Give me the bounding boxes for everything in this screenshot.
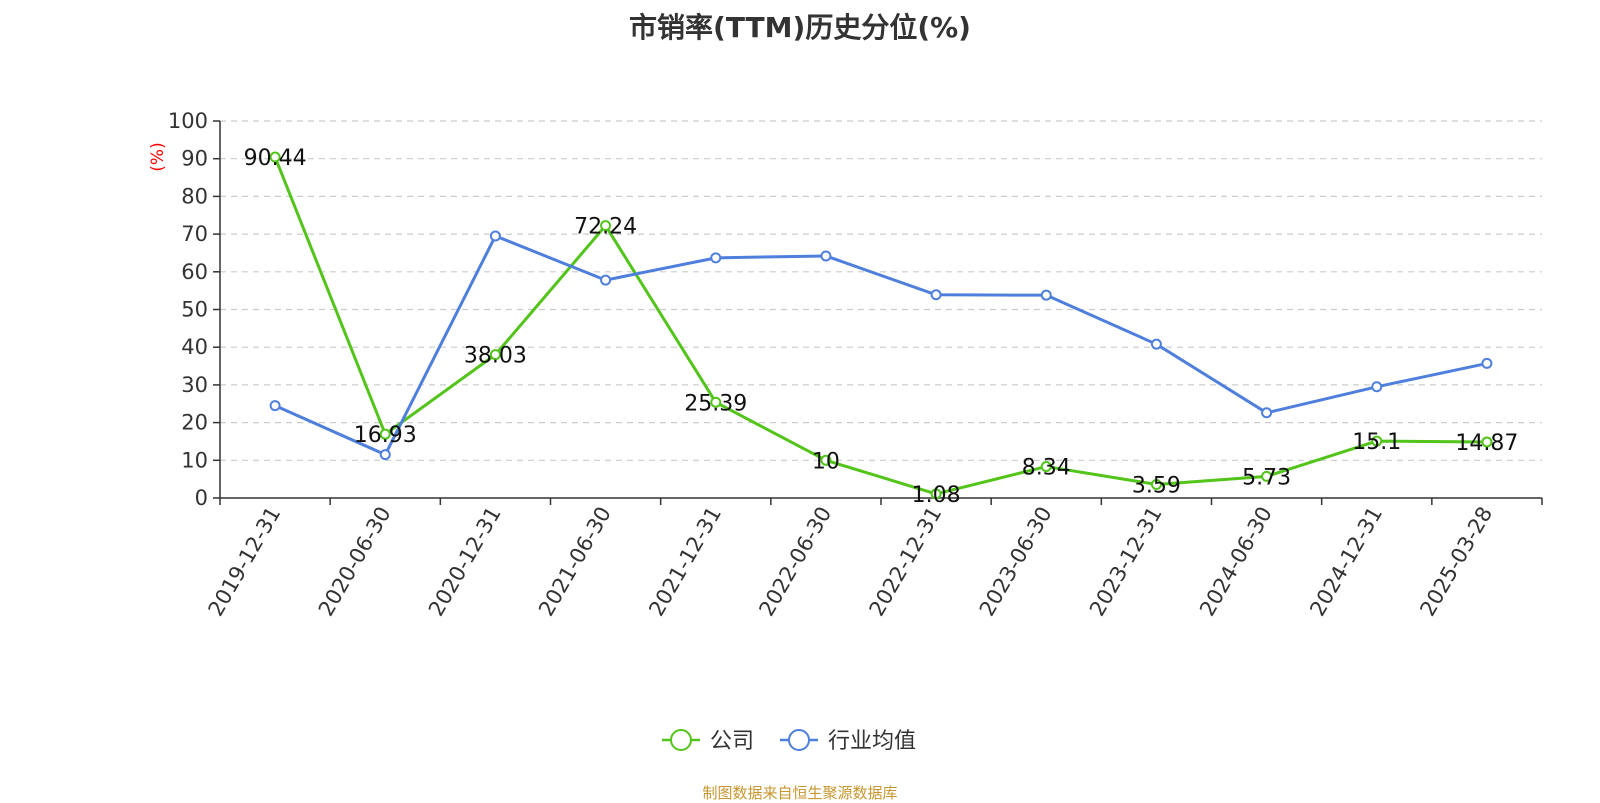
data-point (489, 230, 501, 242)
data-point (1150, 478, 1162, 490)
data-point (1481, 436, 1493, 448)
series-line-0 (273, 156, 1487, 496)
data-point (379, 449, 391, 461)
data-point (600, 220, 612, 232)
data-point (269, 151, 281, 163)
legend-label: 行业均值 (828, 729, 916, 754)
y-tick-label: 30 (181, 373, 208, 397)
x-tick-label: 2024-06-30 (1195, 503, 1277, 621)
gridlines (220, 120, 1542, 461)
data-point (930, 488, 942, 500)
x-tick-label: 2023-06-30 (975, 503, 1057, 621)
y-tick-label: 40 (181, 335, 208, 359)
data-point (820, 454, 832, 466)
data-label: 3.59 (1132, 473, 1181, 498)
x-tick-label: 2020-06-30 (314, 503, 396, 621)
x-tick-label: 2025-03-28 (1415, 503, 1497, 621)
x-tick-label: 2020-12-31 (424, 502, 506, 620)
data-label: 15.1 (1352, 430, 1401, 455)
data-point (1261, 407, 1273, 419)
y-tick-label: 90 (181, 147, 208, 171)
chart-title: 市销率(TTM)历史分位(%) (629, 11, 971, 44)
data-point (1481, 357, 1493, 369)
data-point (269, 400, 281, 412)
data-point (710, 252, 722, 264)
data-point (930, 289, 942, 301)
data-label: 1.08 (912, 483, 961, 508)
data-label: 72.24 (574, 215, 637, 240)
data-label: 8.34 (1022, 456, 1071, 481)
data-label: 90.44 (244, 146, 307, 171)
legend: 公司 行业均值 (662, 729, 916, 754)
data-point (710, 396, 722, 408)
legend-marker (670, 729, 692, 751)
data-point (1261, 470, 1273, 482)
x-tick-label: 2021-12-31 (644, 503, 726, 621)
series-lines (269, 151, 1493, 500)
data-point (1371, 435, 1383, 447)
y-axis-label: (%) (148, 142, 168, 171)
legend-label: 公司 (710, 729, 754, 754)
legend-marker (788, 729, 810, 751)
source-note: 制图数据来自恒生聚源数据库 (702, 784, 898, 802)
x-tick-label: 2023-12-31 (1085, 503, 1167, 621)
data-label: 16.93 (354, 423, 417, 448)
y-tick-label: 80 (181, 184, 208, 208)
y-tick-label: 50 (181, 298, 208, 322)
x-tick-label: 2019-12-31 (204, 503, 286, 621)
data-labels: 90.44 16.93 38.03 72.24 25.39 10 1.08 8.34 3.59 5… (244, 146, 1519, 508)
y-tick-label: 70 (181, 222, 208, 246)
data-label: 5.73 (1242, 465, 1291, 490)
data-point (600, 274, 612, 286)
data-label: 14.87 (1455, 431, 1518, 456)
x-tick-label: 2024-12-31 (1305, 503, 1387, 621)
data-point (1040, 461, 1052, 473)
data-point (379, 428, 391, 440)
data-point (1371, 381, 1383, 393)
data-point (1040, 289, 1052, 301)
data-label: 10 (812, 449, 840, 474)
series-line-1 (274, 234, 1488, 457)
y-tick-label: 0 (195, 486, 208, 510)
y-tick-label: 60 (181, 260, 208, 284)
y-tick-label: 20 (181, 411, 208, 435)
y-tick-label: 100 (168, 109, 208, 133)
y-tick-label: 10 (181, 448, 208, 472)
x-tick-label: 2022-12-31 (865, 502, 947, 620)
data-label: 25.39 (684, 391, 747, 416)
data-point (820, 250, 832, 262)
x-tick-label: 2021-06-30 (534, 503, 616, 621)
data-point (1150, 338, 1162, 350)
data-point (489, 349, 501, 361)
x-tick-label: 2022-06-30 (754, 503, 836, 621)
data-label: 38.03 (464, 344, 527, 369)
